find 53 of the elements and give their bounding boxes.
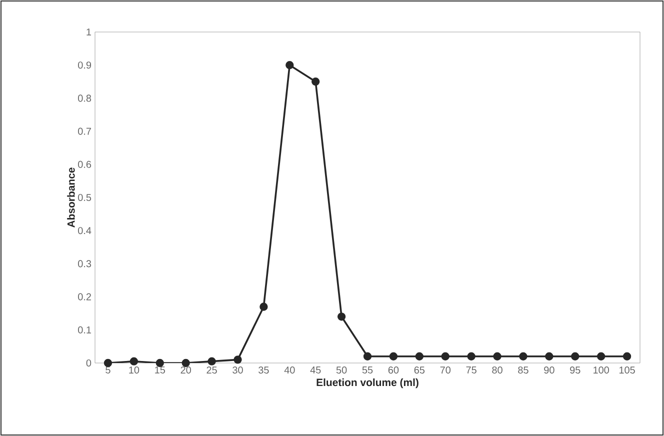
x-tick-label: 5 bbox=[106, 366, 110, 374]
x-tick-label: 90 bbox=[544, 366, 554, 374]
x-tick-label: 55 bbox=[362, 366, 373, 374]
x-tick-label: 10 bbox=[129, 366, 140, 374]
point bbox=[622, 352, 632, 360]
x-tick-label: 85 bbox=[518, 366, 528, 374]
x-tick-label: 25 bbox=[206, 366, 217, 374]
x-tick-label: 105 bbox=[619, 366, 635, 374]
point bbox=[571, 352, 580, 360]
y-axis-title: Absorbance bbox=[67, 168, 75, 228]
y-tick-label: 0.1 bbox=[78, 326, 92, 334]
point bbox=[596, 352, 606, 360]
point bbox=[130, 357, 138, 366]
point bbox=[493, 352, 502, 360]
point bbox=[363, 352, 372, 360]
point bbox=[260, 302, 268, 311]
y-tick-label: 0.9 bbox=[78, 62, 92, 69]
point bbox=[286, 61, 294, 70]
y-tick-label: 1 bbox=[86, 28, 92, 36]
x-tick-label: 75 bbox=[466, 366, 476, 374]
point bbox=[545, 352, 554, 360]
point bbox=[415, 352, 424, 360]
point bbox=[234, 356, 242, 364]
x-tick-label: 65 bbox=[414, 366, 425, 374]
x-tick-label: 50 bbox=[336, 366, 347, 374]
point bbox=[389, 352, 398, 360]
point bbox=[312, 78, 320, 86]
x-tick-label: 35 bbox=[258, 366, 269, 374]
y-tick-label: 0.4 bbox=[78, 227, 92, 234]
x-tick-label: 100 bbox=[594, 366, 609, 374]
x-tick-label: 70 bbox=[440, 366, 451, 374]
point bbox=[208, 357, 216, 366]
x-tick-label: 30 bbox=[232, 366, 243, 374]
point bbox=[104, 358, 112, 368]
y-tick-label: 0.6 bbox=[78, 160, 92, 168]
point bbox=[467, 352, 476, 360]
x-axis-title: Eluetion volume (ml) bbox=[316, 378, 418, 388]
x-tick-label: 60 bbox=[388, 366, 399, 374]
point bbox=[441, 352, 450, 360]
y-tick-label: 0.2 bbox=[78, 293, 91, 300]
x-tick-label: 15 bbox=[155, 366, 166, 374]
x-tick-label: 80 bbox=[492, 366, 502, 374]
y-tick-label: 0.3 bbox=[78, 260, 92, 268]
y-tick-label: 0 bbox=[86, 359, 92, 367]
point bbox=[337, 312, 346, 321]
y-tick-label: 0.8 bbox=[78, 94, 92, 102]
point bbox=[519, 352, 528, 360]
x-tick-label: 45 bbox=[310, 366, 321, 374]
y-tick-label: 0.5 bbox=[78, 194, 92, 202]
x-tick-label: 20 bbox=[180, 366, 191, 374]
x-tick-label: 95 bbox=[570, 366, 580, 374]
x-tick-label: 40 bbox=[284, 366, 295, 374]
y-tick-label: 0.7 bbox=[78, 128, 91, 135]
